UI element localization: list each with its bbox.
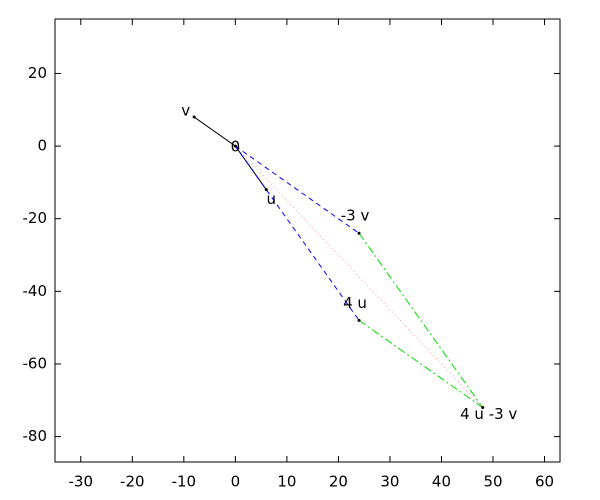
x-tick-label: 30 xyxy=(380,473,399,491)
vector-line xyxy=(358,232,484,408)
x-tick-label: -10 xyxy=(172,473,197,491)
vector-line xyxy=(193,116,236,147)
x-tick-label: 10 xyxy=(277,473,296,491)
point xyxy=(233,144,237,148)
point-label: 4 u xyxy=(343,294,367,312)
x-tick-label: 50 xyxy=(483,473,502,491)
y-tick-label: -20 xyxy=(23,209,48,227)
vector-line xyxy=(235,145,360,234)
x-tick-label: 20 xyxy=(329,473,348,491)
plot-frame xyxy=(54,18,561,463)
vector-line xyxy=(358,319,483,408)
point-label: 0 xyxy=(231,138,241,156)
point-label: u xyxy=(267,190,277,208)
y-tick-label: -80 xyxy=(23,427,48,445)
y-tick-label: 0 xyxy=(37,137,47,155)
x-tick-label: -30 xyxy=(69,473,94,491)
y-tick-label: 20 xyxy=(28,64,47,82)
point-label: -3 v xyxy=(341,207,370,225)
point xyxy=(264,188,268,192)
x-tick-label: 60 xyxy=(535,473,554,491)
x-tick-label: -20 xyxy=(120,473,145,491)
point-label: 4 u -3 v xyxy=(460,405,517,423)
point xyxy=(481,406,485,410)
y-tick-label: -40 xyxy=(23,282,48,300)
vector-line xyxy=(234,145,267,190)
point xyxy=(357,231,361,235)
y-tick-label: -60 xyxy=(23,354,48,372)
x-tick-label: 0 xyxy=(231,473,241,491)
point xyxy=(192,115,196,119)
vector-line xyxy=(234,145,484,408)
point xyxy=(357,318,361,322)
point-label: v xyxy=(181,102,190,120)
x-tick-label: 40 xyxy=(432,473,451,491)
